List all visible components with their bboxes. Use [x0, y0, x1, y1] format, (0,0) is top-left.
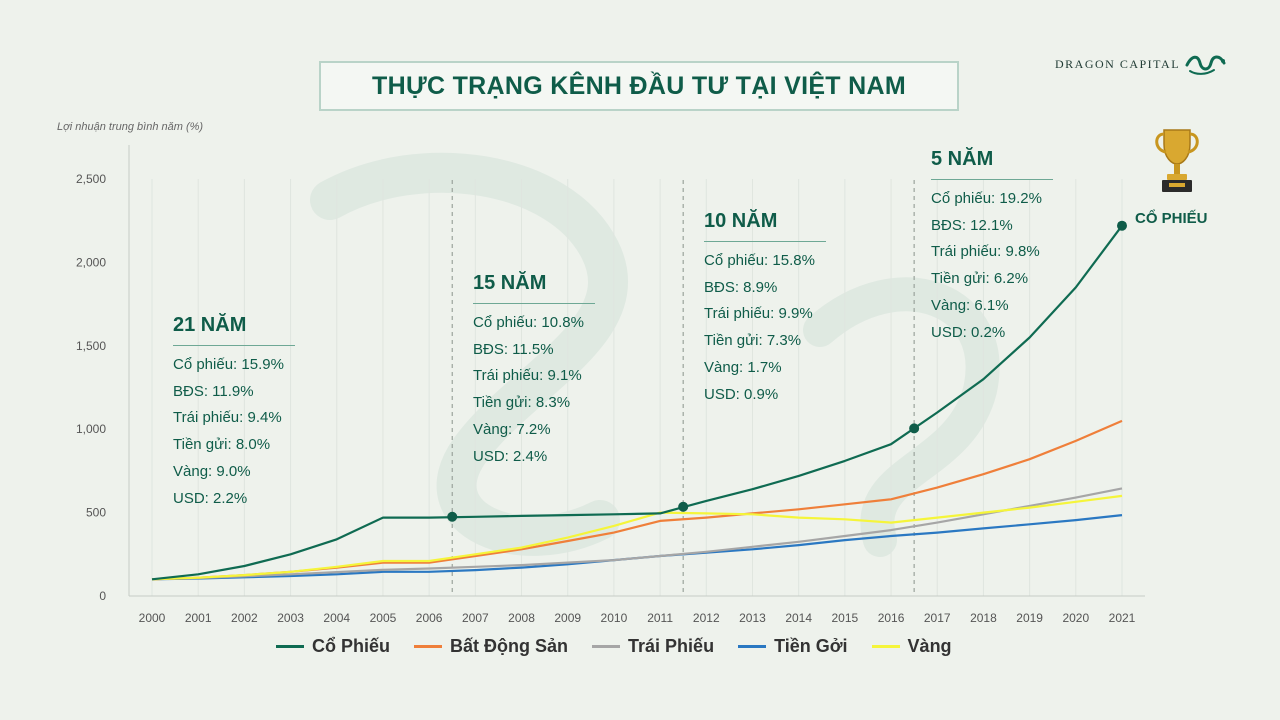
data-point-marker: [1117, 220, 1127, 231]
period-item: Trái phiếu: 9.1%: [473, 367, 582, 385]
period-item: BĐS: 11.9%: [173, 382, 254, 400]
y-tick-label: 2,500: [76, 172, 106, 186]
legend-item: Trái Phiếu: [592, 636, 714, 657]
data-point-marker: [447, 511, 458, 522]
legend-swatch: [871, 645, 900, 648]
legend-swatch: [592, 645, 621, 648]
period-item: Cổ phiếu: 15.9%: [173, 356, 284, 373]
period-10-years: 10 NĂM Cổ phiếu: 15.8% BĐS: 8.9% Trái ph…: [704, 210, 826, 408]
x-tick-label: 2001: [185, 611, 212, 625]
period-item: Cổ phiếu: 15.8%: [704, 252, 815, 269]
y-tick-label: 500: [86, 506, 106, 520]
x-tick-label: 2010: [601, 611, 628, 625]
period-item: Cổ phiếu: 19.2%: [931, 190, 1042, 207]
x-tick-label: 2005: [370, 611, 397, 625]
x-tick-label: 2015: [832, 611, 859, 625]
x-tick-label: 2012: [693, 611, 720, 625]
legend-swatch: [414, 645, 443, 648]
legend-item: Vàng: [871, 636, 952, 657]
period-item: USD: 0.2%: [931, 323, 1006, 341]
period-item: Vàng: 7.2%: [473, 420, 551, 438]
winner-label: CỔ PHIẾU: [1135, 210, 1208, 227]
period-item: Tiền gửi: 7.3%: [704, 332, 802, 350]
period-15-years: 15 NĂM Cổ phiếu: 10.8% BĐS: 11.5% Trái p…: [473, 272, 595, 470]
background-dragon-shape: [310, 152, 628, 556]
legend-label: Trái Phiếu: [628, 636, 715, 656]
y-axis-label: Lợi nhuận trung bình năm (%): [57, 121, 204, 133]
data-point-marker: [678, 501, 689, 512]
period-item: Vàng: 6.1%: [931, 296, 1009, 314]
series-line-0: [151, 225, 1123, 581]
period-item: Tiền gửi: 8.3%: [473, 394, 571, 412]
period-item: Trái phiếu: 9.8%: [931, 243, 1040, 261]
x-tick-label: 2003: [277, 611, 304, 625]
legend-label: Tiền Gởi: [774, 636, 848, 656]
x-tick-label: 2018: [970, 611, 997, 625]
legend-swatch: [276, 645, 304, 648]
data-point-marker: [909, 423, 920, 434]
period-item: Trái phiếu: 9.4%: [173, 409, 282, 427]
period-title: 10 NĂM: [704, 210, 826, 242]
period-title: 15 NĂM: [473, 272, 595, 304]
period-title: 21 NĂM: [173, 314, 295, 346]
series-line-3: [151, 514, 1123, 581]
period-item: Tiền gửi: 6.2%: [931, 270, 1029, 288]
x-tick-label: 2000: [139, 611, 166, 625]
title-box: THỰC TRẠNG KÊNH ĐẦU TƯ TẠI VIỆT NAM: [319, 61, 959, 111]
period-item: Vàng: 9.0%: [173, 462, 251, 480]
legend-item: Tiền Gởi: [738, 636, 848, 657]
period-item: BĐS: 11.5%: [473, 340, 554, 358]
period-item: BĐS: 8.9%: [704, 278, 778, 296]
y-tick-label: 1,500: [76, 339, 106, 353]
period-item: Vàng: 1.7%: [704, 358, 782, 376]
period-title: 5 NĂM: [931, 148, 1053, 180]
page-title: THỰC TRẠNG KÊNH ĐẦU TƯ TẠI VIỆT NAM: [372, 71, 906, 100]
series-line-2: [151, 487, 1123, 581]
x-tick-label: 2019: [1016, 611, 1043, 625]
y-tick-label: 1,000: [76, 422, 106, 436]
dragon-logo-icon: [1185, 55, 1226, 75]
legend-label: Vàng: [907, 636, 952, 656]
x-tick-label: 2007: [462, 611, 489, 625]
legend-swatch: [738, 645, 767, 648]
trophy-icon: [1155, 129, 1199, 192]
period-item: Trái phiếu: 9.9%: [704, 305, 813, 323]
period-item: Tiền gửi: 8.0%: [173, 436, 271, 454]
legend: Cổ Phiếu Bất Động Sản Trái Phiếu Tiền Gở…: [276, 636, 952, 657]
x-tick-label: 2021: [1109, 611, 1136, 625]
y-tick-label: 2,000: [76, 255, 106, 269]
background-dragon-shape: [803, 277, 1000, 557]
period-item: USD: 2.4%: [473, 447, 548, 465]
series-line-1: [151, 419, 1123, 581]
x-tick-label: 2016: [878, 611, 905, 625]
brand: DRAGON CAPITAL: [1055, 52, 1228, 76]
legend-item: Bất Động Sản: [414, 636, 568, 657]
period-5-years: 5 NĂM Cổ phiếu: 19.2% BĐS: 12.1% Trái ph…: [931, 148, 1053, 346]
period-item: USD: 2.2%: [173, 489, 248, 507]
x-tick-label: 2004: [323, 611, 350, 625]
series-line-4: [151, 494, 1123, 581]
x-tick-label: 2006: [416, 611, 443, 625]
period-item: Cổ phiếu: 10.8%: [473, 314, 584, 331]
x-tick-label: 2011: [647, 611, 673, 625]
x-tick-label: 2002: [231, 611, 258, 625]
x-tick-label: 2013: [739, 611, 766, 625]
x-tick-label: 2020: [1062, 611, 1089, 625]
x-tick-label: 2008: [508, 611, 535, 625]
period-21-years: 21 NĂM Cổ phiếu: 15.9% BĐS: 11.9% Trái p…: [173, 314, 295, 512]
legend-label: Bất Động Sản: [450, 636, 569, 656]
legend-item: Cổ Phiếu: [276, 636, 390, 657]
legend-label: Cổ Phiếu: [312, 636, 391, 656]
x-tick-label: 2014: [785, 611, 812, 625]
x-tick-label: 2017: [924, 611, 951, 625]
brand-name: DRAGON CAPITAL: [1055, 56, 1181, 71]
x-tick-label: 2009: [554, 611, 581, 625]
period-item: BĐS: 12.1%: [931, 216, 1013, 234]
y-tick-label: 0: [99, 589, 106, 603]
period-item: USD: 0.9%: [704, 385, 779, 403]
